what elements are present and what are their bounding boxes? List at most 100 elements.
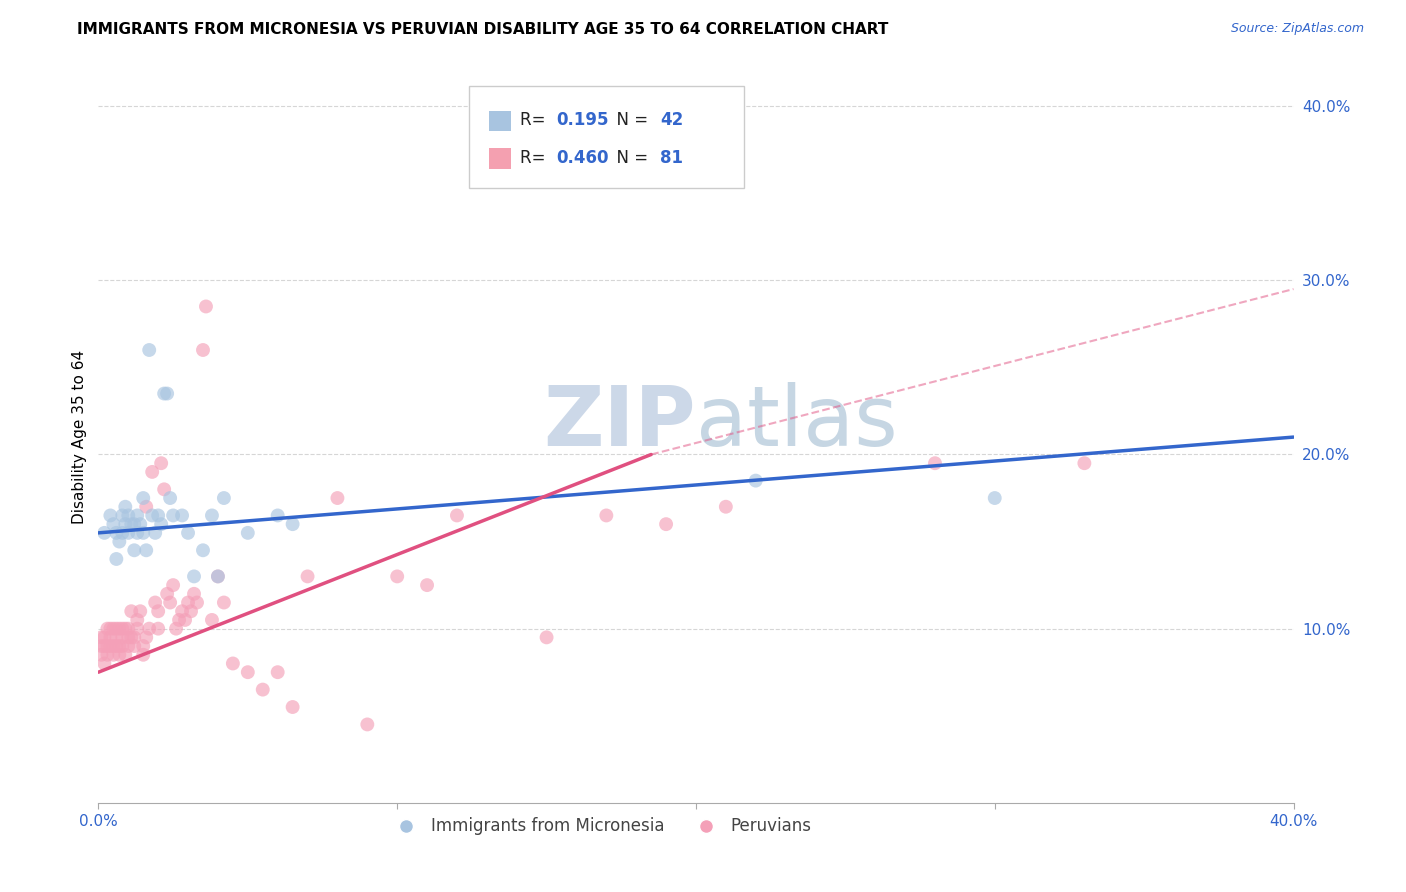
Point: [108, 648, 131, 662]
Point: [148, 622, 170, 636]
Text: N =: N =: [606, 149, 654, 167]
Point: [127, 613, 149, 627]
Point: [96, 639, 118, 653]
Point: [156, 386, 179, 401]
Point: [267, 665, 290, 680]
Point: [148, 604, 170, 618]
Point: [105, 552, 128, 566]
Point: [150, 517, 173, 532]
Point: [745, 474, 768, 488]
Point: [103, 622, 125, 636]
Text: 0.195: 0.195: [557, 112, 609, 129]
Point: [90, 631, 112, 645]
Text: R=: R=: [520, 112, 551, 129]
Point: [281, 517, 304, 532]
Point: [186, 595, 208, 609]
Point: [135, 543, 157, 558]
Point: [124, 543, 146, 558]
Point: [90, 639, 112, 653]
Point: [536, 631, 558, 645]
Point: [153, 483, 176, 497]
Legend: Immigrants from Micronesia, Peruvians: Immigrants from Micronesia, Peruvians: [382, 811, 818, 842]
Point: [385, 569, 409, 583]
Point: [135, 500, 157, 514]
Point: [127, 525, 149, 540]
Text: 42: 42: [661, 112, 683, 129]
Point: [222, 657, 245, 671]
Point: [201, 613, 224, 627]
Point: [105, 631, 128, 645]
Point: [98, 639, 122, 653]
Point: [98, 622, 122, 636]
Point: [98, 631, 122, 645]
Point: [356, 717, 378, 731]
Point: [177, 525, 200, 540]
Point: [117, 525, 139, 540]
Text: ZIP: ZIP: [544, 382, 696, 463]
Point: [156, 587, 179, 601]
FancyBboxPatch shape: [489, 148, 510, 169]
Point: [135, 631, 157, 645]
Point: [114, 500, 136, 514]
Point: [93, 657, 115, 671]
Point: [111, 622, 134, 636]
Point: [105, 639, 128, 653]
Point: [103, 517, 125, 532]
Point: [183, 587, 205, 601]
Point: [117, 622, 139, 636]
Point: [129, 604, 152, 618]
Point: [108, 534, 131, 549]
Point: [114, 517, 136, 532]
Point: [153, 386, 176, 401]
Point: [172, 508, 194, 523]
Point: [108, 639, 131, 653]
Point: [132, 648, 155, 662]
Point: [124, 517, 146, 532]
Point: [111, 631, 134, 645]
Point: [326, 491, 349, 505]
Point: [212, 491, 235, 505]
Point: [177, 595, 200, 609]
Point: [129, 517, 152, 532]
Point: [236, 665, 259, 680]
Point: [141, 465, 163, 479]
Point: [416, 578, 439, 592]
Point: [281, 700, 304, 714]
Point: [207, 569, 229, 583]
Point: [148, 508, 170, 523]
Point: [297, 569, 319, 583]
Point: [236, 525, 259, 540]
Text: 81: 81: [661, 149, 683, 167]
Point: [159, 595, 181, 609]
Point: [207, 569, 229, 583]
Point: [252, 682, 274, 697]
Point: [143, 595, 166, 609]
Point: [195, 300, 218, 314]
Point: [103, 639, 125, 653]
Point: [111, 639, 134, 653]
Point: [120, 517, 142, 532]
Point: [96, 648, 118, 662]
Point: [714, 500, 737, 514]
Point: [93, 631, 115, 645]
Point: [984, 491, 1007, 505]
Point: [117, 631, 139, 645]
Point: [595, 508, 617, 523]
Point: [162, 578, 184, 592]
Point: [150, 456, 173, 470]
Point: [105, 525, 128, 540]
Point: [267, 508, 290, 523]
Point: [120, 604, 142, 618]
Point: [191, 343, 214, 357]
Point: [93, 639, 115, 653]
Text: N =: N =: [606, 112, 654, 129]
Point: [138, 622, 160, 636]
Text: atlas: atlas: [696, 382, 897, 463]
Point: [132, 639, 155, 653]
Point: [655, 517, 678, 532]
Point: [446, 508, 468, 523]
Point: [98, 508, 122, 523]
Point: [212, 595, 235, 609]
Point: [103, 648, 125, 662]
Point: [117, 508, 139, 523]
